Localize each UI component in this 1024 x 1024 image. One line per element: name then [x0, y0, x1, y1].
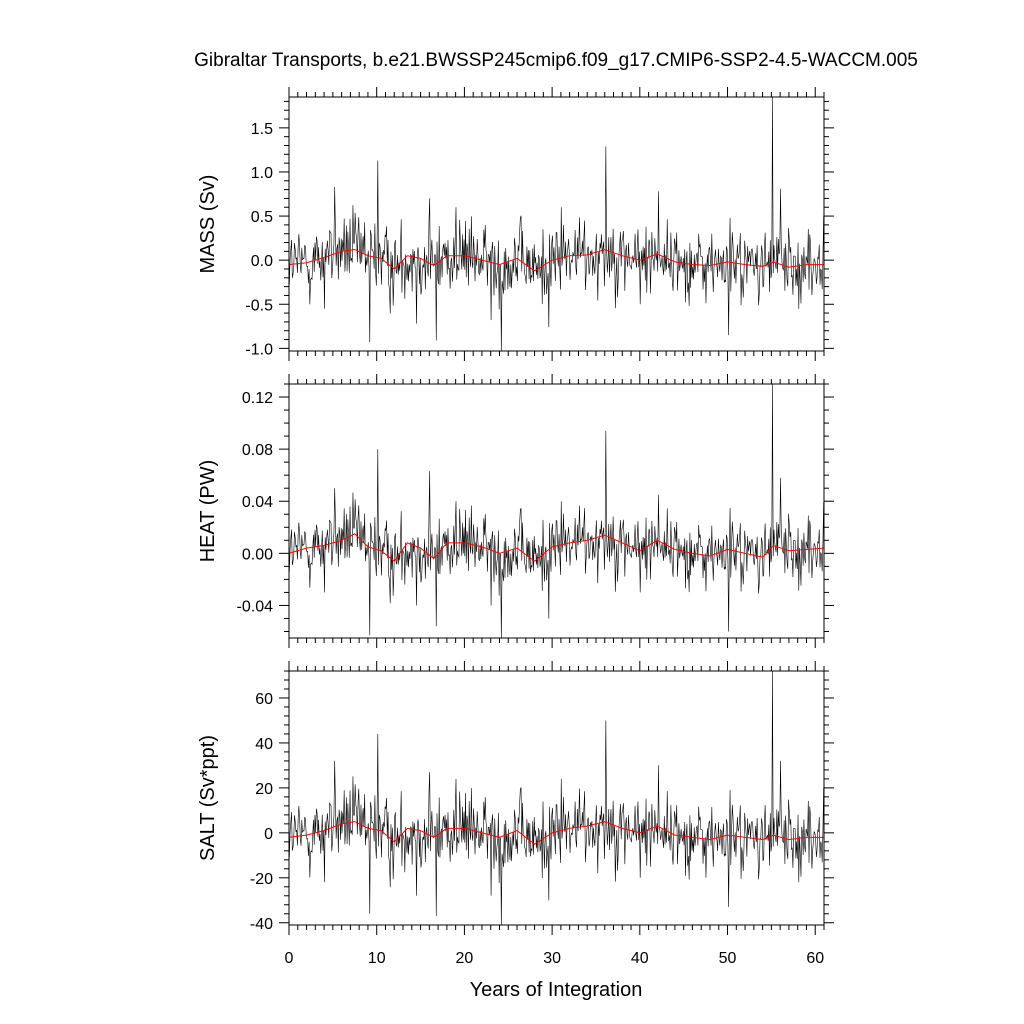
y-tick-label: 0: [264, 826, 273, 843]
panels: -1.0 -0.5 0.0 0.5 1.0 1.5 MASS (Sv) -0.04 0.00 0.…: [197, 87, 834, 967]
x-tick-label: 50: [719, 950, 737, 967]
y-tick-label: -0.5: [245, 297, 273, 314]
smoothed-series-line: [289, 821, 824, 845]
raw-series-line: [289, 384, 824, 638]
y-tick-label: 40: [255, 736, 273, 753]
x-axis-title: Years of Integration: [470, 979, 643, 1001]
x-tick-label: 60: [806, 950, 824, 967]
smoothed-series-line: [289, 249, 824, 272]
y-tick-label: 0.08: [242, 442, 273, 459]
y-tick-label: 20: [255, 781, 273, 798]
y-axis-title: SALT (Sv*ppt): [197, 735, 219, 861]
chart-title: Gibraltar Transports, b.e21.BWSSP245cmip…: [194, 50, 918, 71]
y-tick-label: 1.5: [251, 121, 273, 138]
y-tick-label: -20: [250, 871, 273, 888]
y-tick-label: 1.0: [251, 165, 273, 182]
x-tick-label: 40: [631, 950, 649, 967]
y-tick-label: 0.04: [242, 494, 273, 511]
x-tick-label: 20: [456, 950, 474, 967]
y-tick-label: 0.12: [242, 390, 273, 407]
raw-series-line: [289, 97, 824, 351]
y-tick-label: -0.04: [237, 598, 274, 615]
y-tick-label: -40: [250, 916, 273, 933]
y-axis-title: MASS (Sv): [197, 175, 219, 274]
panel-2: -40 -20 0 20 40 60 SALT (Sv*ppt) 0 10 20 30 40 50 60: [197, 661, 834, 967]
y-tick-label: 0.0: [251, 253, 273, 270]
y-tick-label: 60: [255, 691, 273, 708]
y-tick-label: 0.5: [251, 209, 273, 226]
plot-frame: [288, 383, 825, 639]
plot-frame: [288, 96, 825, 352]
smoothed-series-line: [289, 533, 824, 562]
x-tick-label: 30: [543, 950, 561, 967]
y-axis-title: HEAT (PW): [197, 460, 219, 563]
x-tick-label: 0: [285, 950, 294, 967]
raw-series-line: [289, 671, 824, 925]
y-tick-label: 0.00: [242, 546, 273, 563]
panel-1: -0.04 0.00 0.04 0.08 0.12 HEAT (PW): [197, 374, 834, 648]
plot-frame: [288, 670, 825, 926]
x-tick-label: 10: [368, 950, 386, 967]
y-tick-label: -1.0: [245, 341, 273, 358]
panel-0: -1.0 -0.5 0.0 0.5 1.0 1.5 MASS (Sv): [197, 87, 834, 361]
